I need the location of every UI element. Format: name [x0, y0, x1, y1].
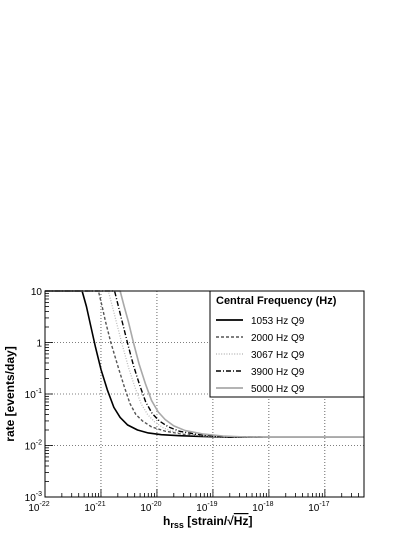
x-tick-label-exponent: -22 — [40, 501, 50, 508]
x-tick-label-base: 10 — [28, 503, 40, 514]
x-axis-title-units: [strain/ — [184, 514, 228, 528]
x-tick-label-5: 10-17 — [308, 501, 329, 514]
series-lines — [45, 290, 364, 438]
y-tick-label-2: 10-1 — [25, 388, 42, 401]
legend-label-1: 2000 Hz Q9 — [251, 333, 305, 344]
tick-labels: 10-22 10-21 10-20 10-19 10-18 10-1710110-110-… — [25, 287, 330, 514]
sqrt-symbol: √ — [227, 514, 234, 528]
y-tick-label-base: 10 — [25, 493, 37, 504]
x-axis-title: hrss [strain/√Hz] — [163, 514, 252, 530]
x-tick-label-0: 10-22 — [28, 501, 49, 514]
x-axis-title-sqrt-arg: Hz — [234, 514, 249, 528]
y-tick-label-0: 10 — [31, 287, 43, 298]
legend-label-3: 3900 Hz Q9 — [251, 367, 305, 378]
y-tick-label-1: 1 — [36, 339, 42, 350]
y-tick-label-base: 10 — [25, 390, 37, 401]
y-tick-label-exponent: -1 — [36, 388, 42, 395]
axis-ticks — [44, 290, 359, 498]
y-tick-label-base: 10 — [31, 287, 43, 298]
x-axis-title-end: ] — [248, 514, 252, 528]
series-line-1 — [45, 290, 364, 438]
legend-label-4: 5000 Hz Q9 — [251, 384, 305, 395]
y-tick-label-4: 10-3 — [25, 491, 42, 504]
x-tick-label-base: 10 — [140, 503, 152, 514]
legend-title: Central Frequency (Hz) — [216, 295, 337, 307]
x-axis-title-main: h — [163, 514, 170, 528]
y-tick-label-base: 1 — [36, 339, 42, 350]
x-tick-label-2: 10-20 — [140, 501, 161, 514]
x-tick-label-base: 10 — [308, 503, 320, 514]
x-tick-label-base: 10 — [84, 503, 96, 514]
legend-entries: 1053 Hz Q9 2000 Hz Q9 3067 Hz Q9 3900 Hz Q9… — [216, 316, 305, 395]
series-line-4 — [45, 290, 364, 438]
x-tick-label-exponent: -21 — [95, 501, 105, 508]
legend-label-0: 1053 Hz Q9 — [251, 316, 305, 327]
x-tick-label-exponent: -18 — [263, 501, 273, 508]
y-tick-label-base: 10 — [25, 442, 37, 453]
x-tick-label-1: 10-21 — [84, 501, 105, 514]
legend-label-2: 3067 Hz Q9 — [251, 350, 305, 361]
y-tick-label-exponent: -3 — [36, 491, 42, 498]
series-line-3 — [45, 290, 364, 438]
x-tick-label-base: 10 — [252, 503, 264, 514]
x-tick-label-exponent: -19 — [207, 501, 217, 508]
legend-box — [209, 290, 365, 398]
y-axis-title: rate [events/day] — [3, 346, 17, 441]
x-tick-label-base: 10 — [196, 503, 208, 514]
x-tick-label-exponent: -20 — [151, 501, 161, 508]
x-tick-label-4: 10-18 — [252, 501, 273, 514]
y-tick-label-exponent: -2 — [36, 440, 42, 447]
x-tick-label-exponent: -17 — [319, 501, 329, 508]
x-axis-title-subscript: rss — [170, 520, 184, 530]
legend: Central Frequency (Hz) 1053 Hz Q9 2000 Hz… — [209, 290, 365, 398]
series-line-2 — [45, 290, 364, 438]
x-tick-label-3: 10-19 — [196, 501, 217, 514]
y-tick-label-3: 10-2 — [25, 440, 42, 453]
